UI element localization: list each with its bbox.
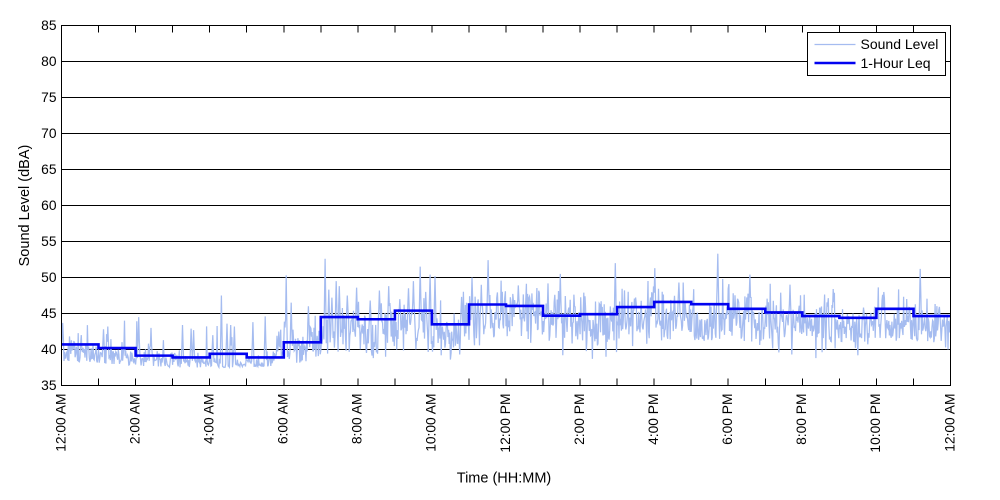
svg-text:85: 85: [41, 18, 57, 33]
svg-text:70: 70: [41, 126, 57, 141]
svg-text:55: 55: [41, 234, 57, 249]
svg-text:4:00 AM: 4:00 AM: [202, 394, 217, 445]
svg-text:80: 80: [41, 54, 57, 69]
svg-text:10:00 PM: 10:00 PM: [868, 394, 883, 453]
svg-text:10:00 AM: 10:00 AM: [424, 394, 439, 452]
svg-text:6:00 PM: 6:00 PM: [720, 394, 735, 445]
svg-text:6:00 AM: 6:00 AM: [276, 394, 291, 445]
svg-text:12:00 PM: 12:00 PM: [498, 394, 513, 453]
svg-text:35: 35: [41, 378, 57, 393]
svg-text:2:00 PM: 2:00 PM: [572, 394, 587, 445]
svg-text:4:00 PM: 4:00 PM: [646, 394, 661, 445]
svg-text:2:00 AM: 2:00 AM: [127, 394, 142, 445]
svg-text:12:00 AM: 12:00 AM: [942, 394, 957, 452]
svg-text:60: 60: [41, 198, 57, 213]
svg-text:12:00 AM: 12:00 AM: [53, 394, 68, 452]
svg-text:50: 50: [41, 270, 57, 285]
svg-text:45: 45: [41, 306, 57, 321]
svg-text:Time (HH:MM): Time (HH:MM): [457, 471, 552, 487]
svg-text:40: 40: [41, 342, 57, 357]
svg-text:75: 75: [41, 90, 57, 105]
svg-text:8:00 PM: 8:00 PM: [794, 394, 809, 445]
svg-text:Sound Level (dBA): Sound Level (dBA): [17, 145, 33, 267]
svg-text:1-Hour Leq: 1-Hour Leq: [861, 55, 931, 71]
svg-text:8:00 AM: 8:00 AM: [350, 394, 365, 445]
svg-text:65: 65: [41, 162, 57, 177]
svg-text:Sound Level: Sound Level: [861, 36, 939, 52]
